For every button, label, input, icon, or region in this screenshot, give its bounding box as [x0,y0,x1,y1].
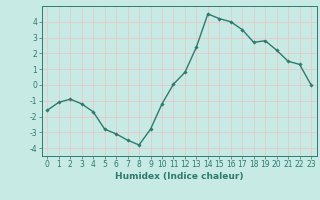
X-axis label: Humidex (Indice chaleur): Humidex (Indice chaleur) [115,172,244,181]
